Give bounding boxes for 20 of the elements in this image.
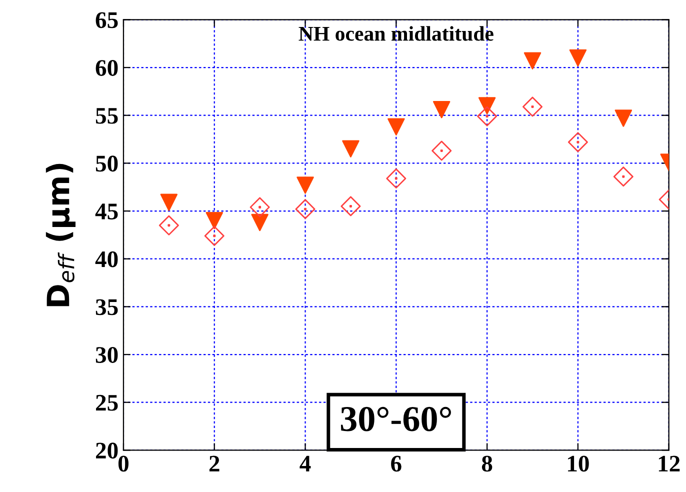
y-tick-label: 50 [96, 156, 118, 172]
x-tick-label: 4 [300, 456, 311, 472]
y-tick-label: 60 [96, 60, 118, 76]
y-tick-label: 20 [96, 442, 118, 459]
y-tick-label: 40 [95, 251, 118, 268]
y-tick-label: 55 [96, 108, 118, 124]
x-tick-label: 6 [391, 456, 402, 472]
y-axis-title: D$_{eff}$ (μm) [46, 164, 76, 306]
x-tick-label: 8 [482, 456, 492, 472]
y-tick-label: 30 [96, 347, 118, 363]
x-tick-label: 12 [658, 456, 680, 472]
x-tick-label: 2 [209, 456, 220, 472]
y-tick-label: 35 [96, 299, 118, 316]
annotation: 30°-60° [340, 406, 451, 432]
x-tick-label: 10 [568, 456, 589, 472]
y-tick-label: 45 [95, 204, 118, 220]
y-tick-label: 65 [96, 12, 118, 28]
x-tick-label: 0 [118, 456, 128, 472]
chart-title: NH ocean midlatitude [298, 26, 494, 41]
y-tick-label: 25 [96, 394, 118, 411]
